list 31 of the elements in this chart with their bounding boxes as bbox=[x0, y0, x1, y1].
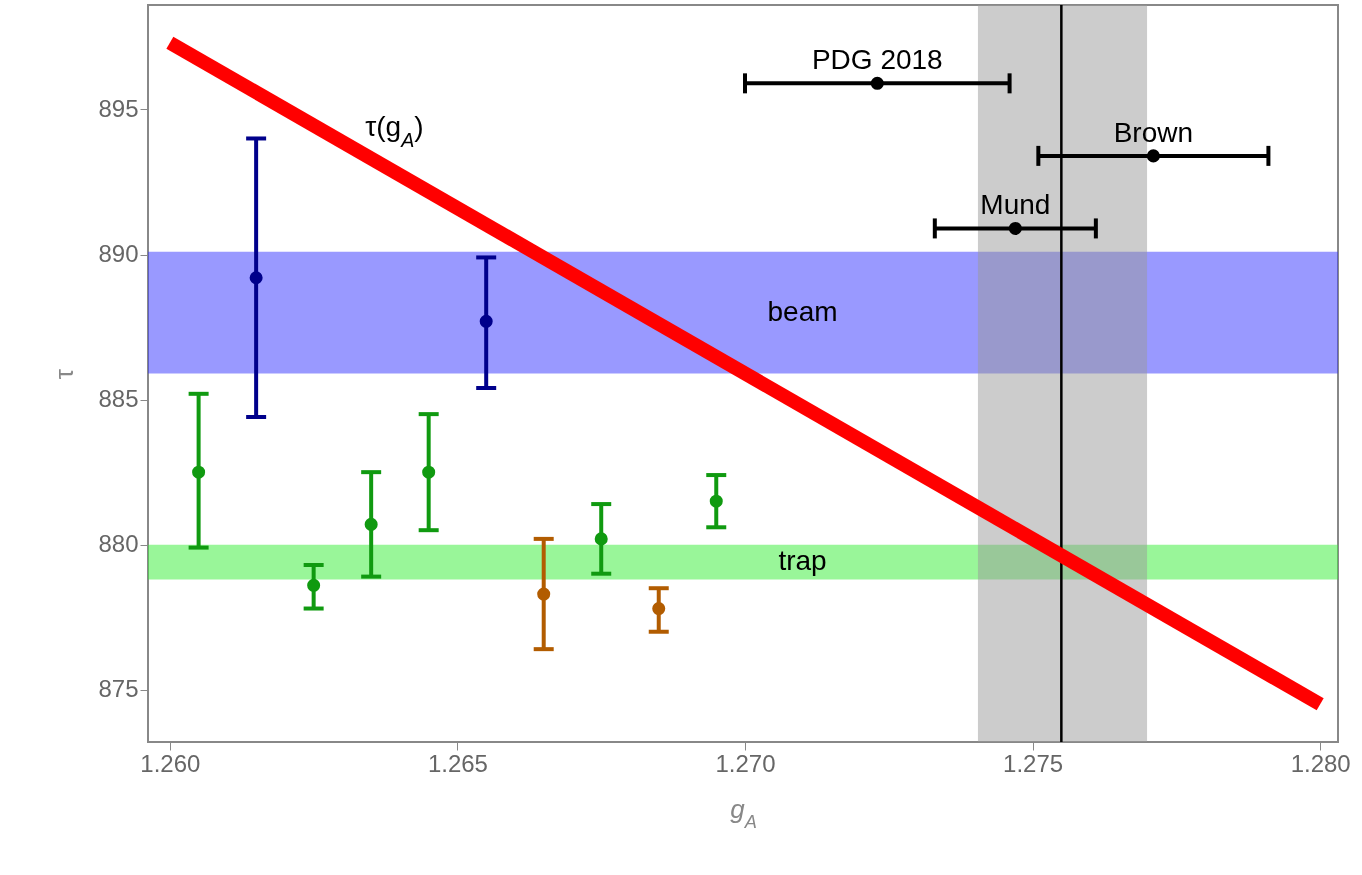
annotation: Brown bbox=[1113, 116, 1194, 148]
point bbox=[870, 76, 884, 90]
x-tick-label: 1.275 bbox=[1003, 749, 1064, 777]
band-label: beam bbox=[767, 295, 838, 327]
y-axis-title: τ bbox=[49, 368, 80, 380]
y-tick-label: 895 bbox=[98, 94, 139, 122]
point bbox=[364, 517, 378, 531]
point bbox=[537, 587, 551, 601]
x-tick-label: 1.260 bbox=[140, 749, 201, 777]
annotation: Mund bbox=[980, 189, 1051, 221]
y-tick-label: 880 bbox=[98, 530, 139, 558]
annotation: PDG 2018 bbox=[811, 44, 943, 76]
x-tick-label: 1.270 bbox=[715, 749, 776, 777]
point bbox=[479, 314, 493, 328]
point bbox=[1146, 149, 1160, 163]
point bbox=[594, 532, 608, 546]
y-tick-label: 885 bbox=[98, 385, 139, 413]
point bbox=[249, 271, 263, 285]
point bbox=[652, 602, 666, 616]
x-tick-label: 1.265 bbox=[427, 749, 488, 777]
x-axis-title: g$_{A}$ bbox=[730, 793, 757, 832]
y-tick-label: 875 bbox=[98, 675, 139, 703]
point bbox=[422, 465, 436, 479]
band-label: trap bbox=[778, 545, 827, 577]
y-tick-label: 890 bbox=[98, 240, 139, 268]
series-label: τ(g$_{A}$) bbox=[365, 111, 424, 152]
x-tick-label: 1.280 bbox=[1290, 749, 1351, 777]
point bbox=[192, 465, 206, 479]
point bbox=[709, 494, 723, 508]
point bbox=[307, 578, 321, 592]
point bbox=[1008, 221, 1022, 235]
